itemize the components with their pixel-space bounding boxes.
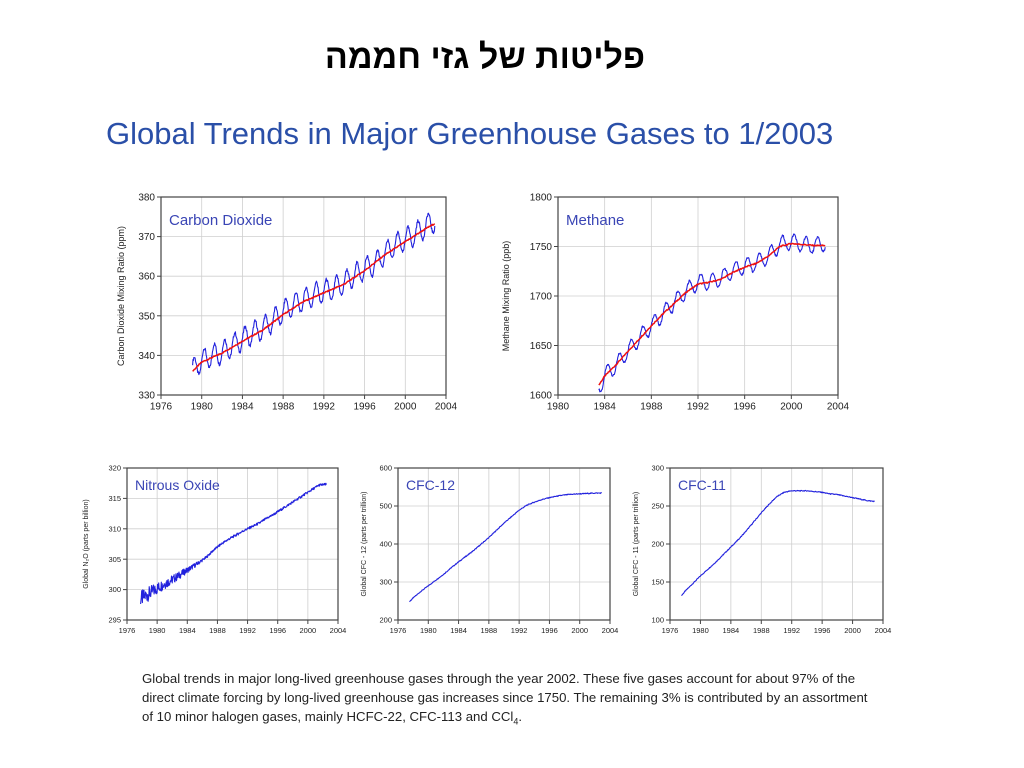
- y-tick-label: 1800: [530, 193, 553, 204]
- x-tick-label: 2004: [435, 402, 458, 413]
- y-tick-label: 300: [108, 585, 121, 594]
- x-tick-label: 1980: [191, 402, 214, 413]
- y-axis-label: Carbon Dioxide Mixing Ratio (ppm): [116, 226, 126, 366]
- plot-frame: [126, 467, 339, 621]
- x-tick-label: 1992: [239, 626, 256, 635]
- x-tick-label: 2000: [300, 626, 317, 635]
- measured-line: [409, 492, 603, 603]
- x-tick-label: 1976: [662, 626, 679, 635]
- x-tick-label: 1996: [541, 626, 558, 635]
- series-label: Carbon Dioxide: [169, 212, 272, 229]
- y-axis-label: Methane Mixing Ratio (ppb): [501, 241, 511, 352]
- trend-line: [598, 242, 826, 386]
- caption-text: Global trends in major long-lived greenh…: [142, 671, 868, 724]
- y-tick-label: 305: [108, 555, 121, 564]
- y-tick-label: 1750: [530, 242, 553, 253]
- figure-caption: Global trends in major long-lived greenh…: [142, 669, 872, 732]
- trend-line: [192, 223, 435, 372]
- x-tick-label: 2004: [602, 626, 619, 635]
- y-axis-label: Global CFC - 12 (parts per trillion): [361, 491, 368, 596]
- y-tick-label: 1700: [530, 292, 553, 303]
- caption-end: .: [518, 709, 523, 724]
- x-tick-label: 1992: [783, 626, 800, 635]
- y-tick-label: 295: [108, 616, 121, 625]
- x-tick-label: 2004: [330, 626, 347, 635]
- x-tick-label: 2000: [780, 402, 803, 413]
- x-tick-label: 1988: [209, 626, 226, 635]
- x-tick-label: 1996: [353, 402, 376, 413]
- x-tick-label: 1980: [420, 626, 437, 635]
- y-tick-label: 330: [138, 391, 155, 402]
- measured-line: [681, 489, 875, 597]
- measured-line: [598, 233, 826, 393]
- y-tick-label: 150: [651, 578, 664, 587]
- slide-hebrew-title: פליטות של גזי חממה: [324, 38, 646, 76]
- x-tick-label: 2000: [571, 626, 588, 635]
- x-tick-label: 1992: [511, 626, 528, 635]
- x-tick-label: 1980: [547, 402, 570, 413]
- x-tick-label: 1984: [450, 626, 467, 635]
- measured-line: [192, 212, 436, 376]
- x-tick-label: 1992: [687, 402, 710, 413]
- plot-frame: [160, 196, 447, 396]
- slide-title: Global Trends in Major Greenhouse Gases …: [106, 116, 834, 151]
- y-tick-label: 360: [138, 272, 155, 283]
- y-tick-label: 250: [651, 502, 664, 511]
- x-tick-label: 1984: [594, 402, 617, 413]
- y-tick-label: 370: [138, 232, 155, 243]
- y-tick-label: 200: [379, 616, 392, 625]
- caption-subscript: 4: [513, 716, 519, 727]
- series-label: CFC-12: [406, 477, 455, 493]
- y-tick-label: 315: [108, 494, 121, 503]
- measured-line: [140, 482, 327, 605]
- x-tick-label: 1980: [149, 626, 166, 635]
- y-tick-label: 100: [651, 616, 664, 625]
- y-axis-label: Global N₂O (parts per billion): [83, 499, 90, 588]
- y-tick-label: 350: [138, 311, 155, 322]
- y-tick-label: 300: [379, 578, 392, 587]
- x-tick-label: 1980: [692, 626, 709, 635]
- x-tick-label: 2004: [827, 402, 850, 413]
- x-tick-label: 1984: [231, 402, 254, 413]
- y-tick-label: 1600: [530, 391, 553, 402]
- y-tick-label: 380: [138, 193, 155, 204]
- x-tick-label: 1988: [272, 402, 295, 413]
- x-tick-label: 1988: [753, 626, 770, 635]
- y-tick-label: 500: [379, 502, 392, 511]
- x-tick-label: 1984: [723, 626, 740, 635]
- x-tick-label: 1996: [269, 626, 286, 635]
- x-tick-label: 1988: [640, 402, 663, 413]
- y-tick-label: 300: [651, 464, 664, 473]
- x-tick-label: 1996: [734, 402, 757, 413]
- x-tick-label: 2000: [844, 626, 861, 635]
- series-label: CFC-11: [678, 477, 726, 493]
- x-tick-label: 1984: [179, 626, 196, 635]
- y-tick-label: 400: [379, 540, 392, 549]
- y-tick-label: 340: [138, 351, 155, 362]
- x-tick-label: 1988: [481, 626, 498, 635]
- x-tick-label: 1976: [390, 626, 407, 635]
- x-tick-label: 1992: [313, 402, 336, 413]
- series-label: Methane: [566, 212, 624, 229]
- y-tick-label: 600: [379, 464, 392, 473]
- y-axis-label: Global CFC - 11 (parts per trillion): [633, 492, 640, 597]
- y-tick-label: 310: [108, 524, 121, 533]
- x-tick-label: 2000: [394, 402, 417, 413]
- y-tick-label: 320: [108, 464, 121, 473]
- x-tick-label: 1996: [814, 626, 831, 635]
- series-label: Nitrous Oxide: [135, 477, 220, 493]
- x-tick-label: 2004: [875, 626, 892, 635]
- y-tick-label: 200: [651, 540, 664, 549]
- y-tick-label: 1650: [530, 341, 553, 352]
- x-tick-label: 1976: [150, 402, 173, 413]
- x-tick-label: 1976: [119, 626, 136, 635]
